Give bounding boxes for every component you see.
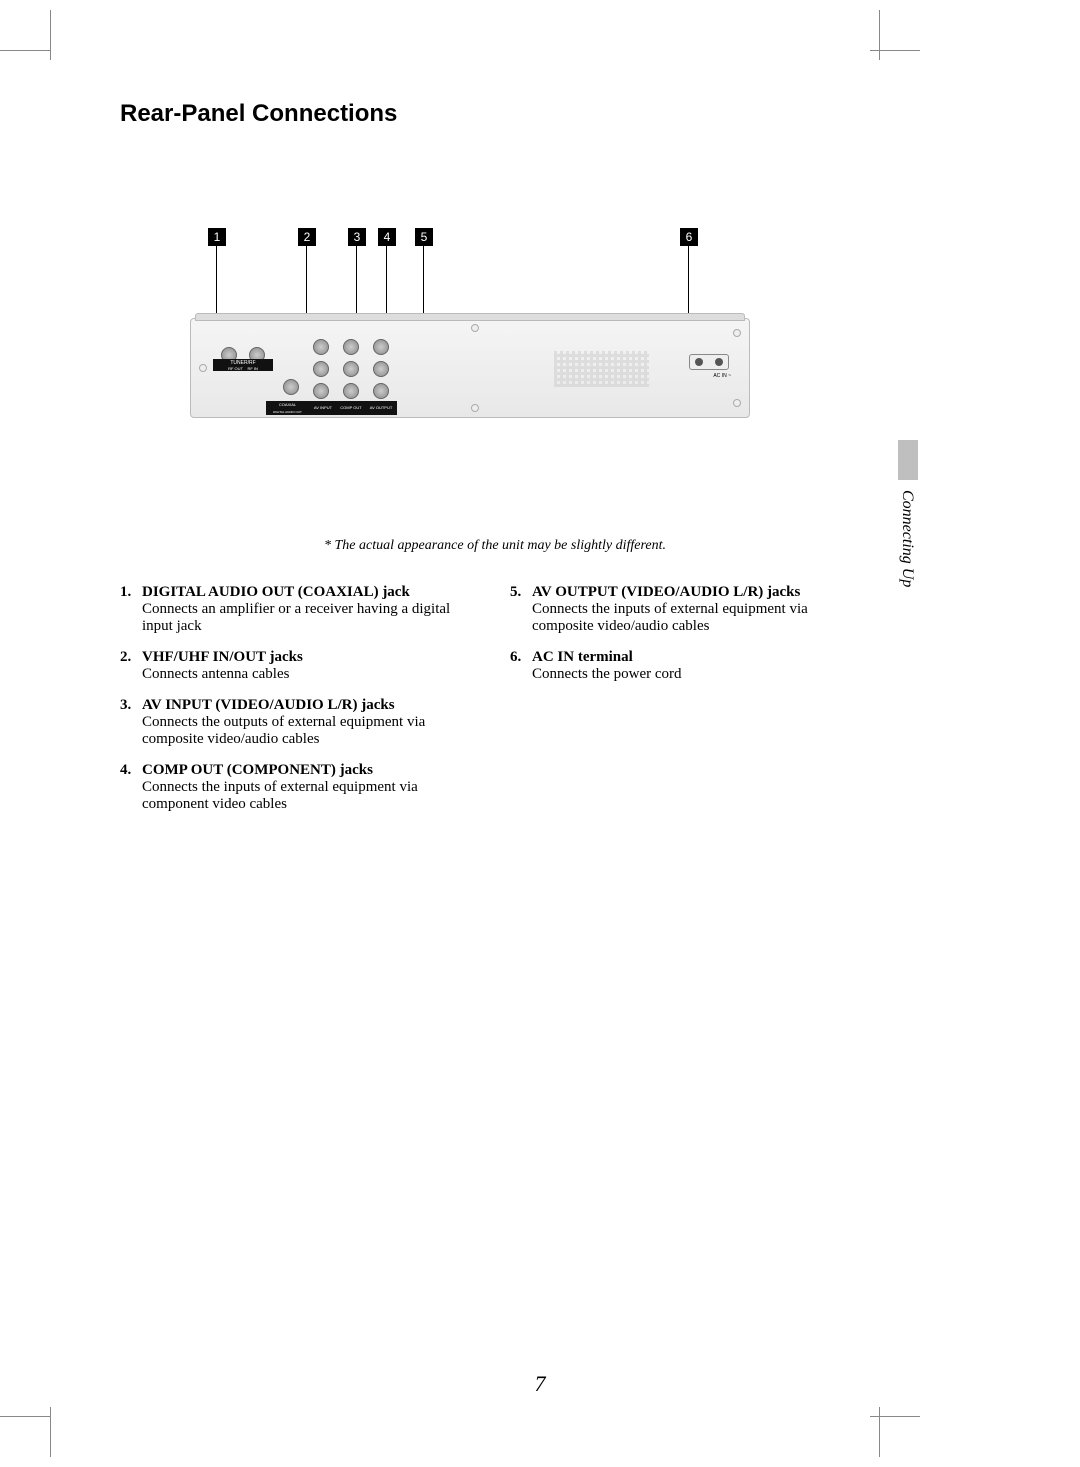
item-description: Connects an amplifier or a receiver havi… xyxy=(142,601,480,635)
panel-text: RF OUT xyxy=(228,366,243,371)
tab-marker xyxy=(898,440,918,480)
coaxial-jack xyxy=(283,379,299,395)
av-out-jack xyxy=(373,339,389,355)
crop-mark xyxy=(870,50,920,51)
crop-mark xyxy=(879,10,880,60)
comp-out-jack xyxy=(343,361,359,377)
item-number: 1. xyxy=(120,584,142,601)
crop-mark xyxy=(50,10,51,60)
item-description: Connects the power cord xyxy=(532,666,870,683)
section-tab: Connecting Up xyxy=(898,440,918,590)
crop-mark xyxy=(0,50,50,51)
av-out-jack xyxy=(373,361,389,377)
device-illustration: AC IN ~ TUNER/RF RF OUT RF IN COAXIAL DI… xyxy=(190,318,750,418)
ac-in-terminal xyxy=(689,354,729,370)
item-number: 6. xyxy=(510,649,532,666)
item-number: 2. xyxy=(120,649,142,666)
item-number: 3. xyxy=(120,697,142,714)
panel-text: RF IN xyxy=(247,366,257,371)
crop-mark xyxy=(50,1407,51,1457)
ac-in-label: AC IN ~ xyxy=(713,373,731,379)
comp-out-jack xyxy=(343,339,359,355)
av-in-jack xyxy=(313,383,329,399)
list-item: 4.COMP OUT (COMPONENT) jacks Connects th… xyxy=(120,762,480,813)
crop-mark xyxy=(0,1416,50,1417)
left-column: 1.DIGITAL AUDIO OUT (COAXIAL) jack Conne… xyxy=(120,584,480,827)
item-number: 5. xyxy=(510,584,532,601)
av-output-label: AV OUTPUT xyxy=(365,401,397,415)
rear-panel-diagram: 1 2 3 4 5 6 xyxy=(120,228,870,558)
av-in-jack xyxy=(313,339,329,355)
item-title: AV OUTPUT (VIDEO/AUDIO L/R) jacks xyxy=(532,584,800,600)
item-description: Connects the inputs of external equipmen… xyxy=(532,601,870,635)
section-label: Connecting Up xyxy=(898,490,916,587)
item-description: Connects the inputs of external equipmen… xyxy=(142,779,480,813)
list-item: 5.AV OUTPUT (VIDEO/AUDIO L/R) jacks Conn… xyxy=(510,584,870,635)
comp-out-jack xyxy=(343,383,359,399)
tuner-rf-label: TUNER/RF RF OUT RF IN xyxy=(213,359,273,371)
page-number: 7 xyxy=(535,1371,546,1397)
right-column: 5.AV OUTPUT (VIDEO/AUDIO L/R) jacks Conn… xyxy=(510,584,870,827)
item-title: VHF/UHF IN/OUT jacks xyxy=(142,649,303,665)
list-item: 3.AV INPUT (VIDEO/AUDIO L/R) jacks Conne… xyxy=(120,697,480,748)
item-title: AV INPUT (VIDEO/AUDIO L/R) jacks xyxy=(142,697,395,713)
comp-out-label: COMP OUT xyxy=(337,401,365,415)
list-item: 2.VHF/UHF IN/OUT jacks Connects antenna … xyxy=(120,649,480,683)
page-content: Rear-Panel Connections 1 2 3 4 5 6 xyxy=(120,100,870,827)
callout-6: 6 xyxy=(680,228,698,246)
page-title: Rear-Panel Connections xyxy=(120,100,870,128)
callout-5: 5 xyxy=(415,228,433,246)
callout-1: 1 xyxy=(208,228,226,246)
callout-4: 4 xyxy=(378,228,396,246)
screw-icon xyxy=(733,399,741,407)
vent-grille xyxy=(554,351,649,387)
item-description: Connects antenna cables xyxy=(142,666,480,683)
screw-icon xyxy=(199,364,207,372)
list-item: 1.DIGITAL AUDIO OUT (COAXIAL) jack Conne… xyxy=(120,584,480,635)
connection-list: 1.DIGITAL AUDIO OUT (COAXIAL) jack Conne… xyxy=(120,584,870,827)
item-description: Connects the outputs of external equipme… xyxy=(142,714,480,748)
crop-mark xyxy=(870,1416,920,1417)
av-input-label: AV INPUT xyxy=(309,401,337,415)
item-number: 4. xyxy=(120,762,142,779)
panel-text: COAXIAL xyxy=(279,402,296,407)
screw-icon xyxy=(471,324,479,332)
item-title: DIGITAL AUDIO OUT (COAXIAL) jack xyxy=(142,584,410,600)
crop-mark xyxy=(879,1407,880,1457)
av-in-jack xyxy=(313,361,329,377)
callout-3: 3 xyxy=(348,228,366,246)
av-out-jack xyxy=(373,383,389,399)
digital-audio-label: COAXIAL DIGITAL AUDIO OUT xyxy=(266,401,309,415)
callout-2: 2 xyxy=(298,228,316,246)
panel-text: DIGITAL AUDIO OUT xyxy=(273,410,302,414)
item-title: COMP OUT (COMPONENT) jacks xyxy=(142,762,373,778)
screw-icon xyxy=(471,404,479,412)
item-title: AC IN terminal xyxy=(532,649,633,665)
screw-icon xyxy=(733,329,741,337)
list-item: 6.AC IN terminal Connects the power cord xyxy=(510,649,870,683)
